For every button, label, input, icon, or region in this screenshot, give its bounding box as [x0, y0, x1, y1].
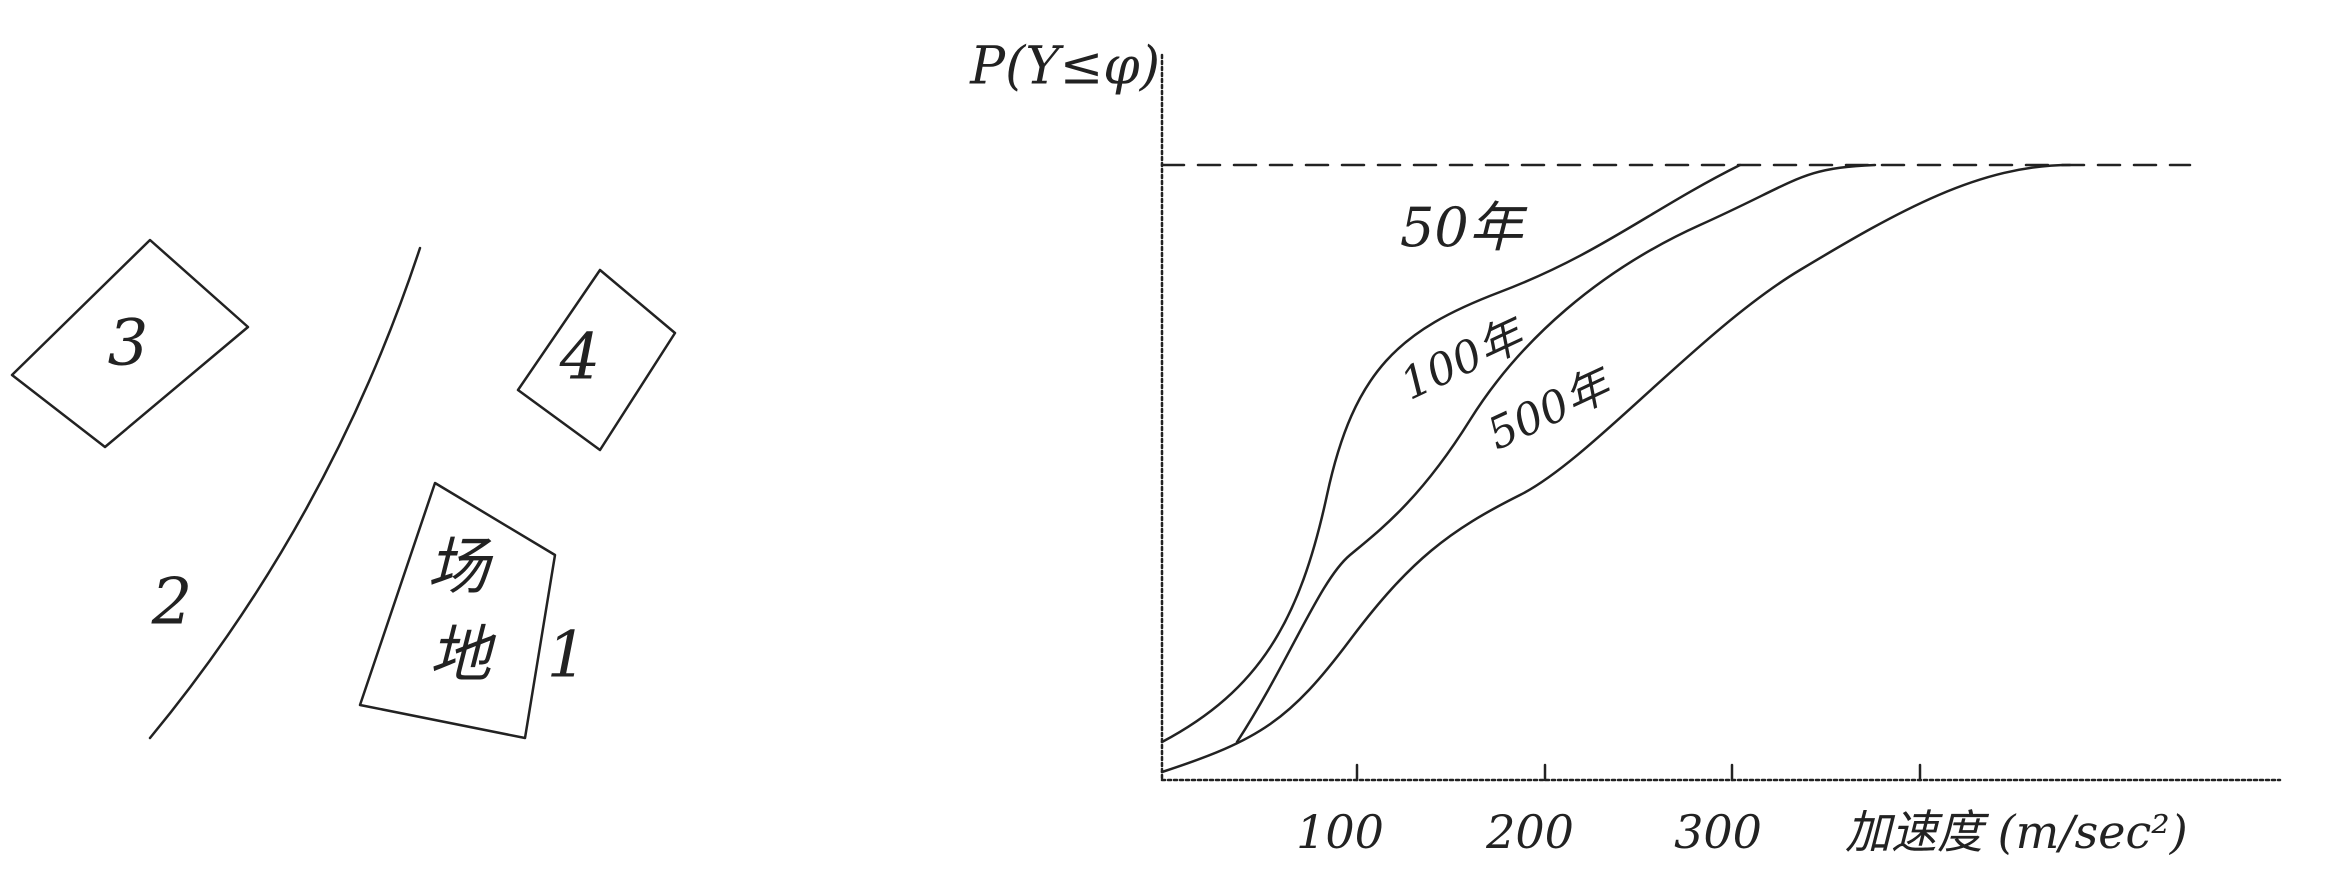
zone-label: 2 [151, 566, 193, 640]
curve-label: 500年 [1480, 358, 1621, 460]
probability-chart: P(Y≤φ) 100 200 300 加速度 (m/sec²) 50年 100年… [969, 37, 2280, 860]
curve-label: 100年 [1393, 308, 1534, 410]
boundary-line [150, 248, 420, 738]
zone-label: 3 [108, 307, 149, 381]
y-label: P(Y≤φ) [969, 37, 1160, 97]
site-box [360, 483, 555, 738]
curve-label: 50年 [1400, 196, 1528, 259]
x-tick-label: 100 [1296, 805, 1384, 859]
curve [1162, 165, 2070, 772]
site-label: 地 [429, 618, 497, 691]
x-tick-label: 300 [1674, 805, 1762, 859]
zone-label: 1 [547, 619, 588, 693]
x-tick-label: 200 [1485, 805, 1574, 859]
page: 3 4 2 场 地 1 P(Y≤φ) 100 200 300 加速度 (m/se… [0, 0, 2351, 889]
curve [1237, 165, 1875, 742]
x-label: 加速度 (m/sec²) [1845, 805, 2188, 859]
zone-label: 4 [559, 321, 601, 395]
site-label: 场 [427, 530, 494, 603]
site-map: 3 4 2 场 地 1 [12, 240, 675, 738]
